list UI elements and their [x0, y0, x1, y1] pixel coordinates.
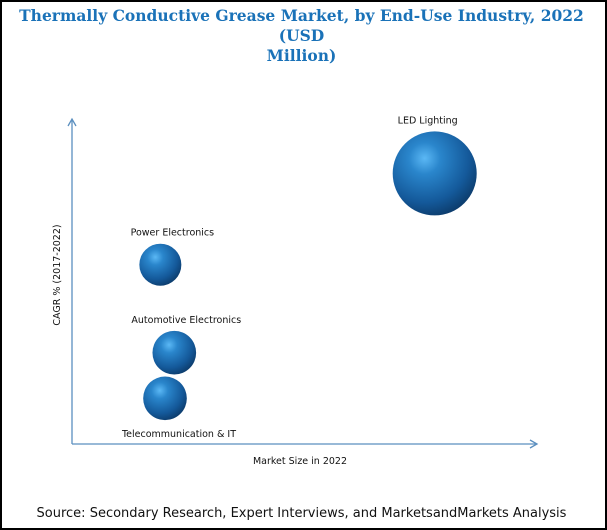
source-note: Source: Secondary Research, Expert Inter… — [36, 506, 567, 521]
y-axis-arrowhead — [67, 117, 77, 127]
chart-title-line-1: Thermally Conductive Grease Market, by E… — [19, 6, 584, 45]
chart-title-line-2: Million) — [266, 46, 337, 65]
bubble-label-led-lighting: LED Lighting — [398, 115, 458, 126]
bubble-telecommunication-it — [143, 376, 187, 421]
chart-title: Thermally Conductive Grease Market, by E… — [0, 6, 603, 66]
x-axis-label: Market Size in 2022 — [253, 456, 347, 467]
bubble-layer: LED Lighting Power Electronics Automotive … — [121, 115, 477, 440]
bubble-label-power-electronics: Power Electronics — [131, 228, 215, 239]
bubble-power-electronics — [139, 243, 182, 286]
y-axis-label: CAGR % (2017-2022) — [52, 224, 63, 325]
bubble-label-telecommunication-it: Telecommunication & IT — [121, 429, 236, 440]
bubble-automotive-electronics — [152, 330, 197, 375]
x-axis-arrowhead — [529, 439, 539, 449]
bubble-label-automotive-electronics: Automotive Electronics — [131, 315, 241, 326]
axes: Market Size in 2022 CAGR % (2017-2022) — [52, 117, 539, 467]
bubble-led-lighting — [392, 131, 477, 216]
